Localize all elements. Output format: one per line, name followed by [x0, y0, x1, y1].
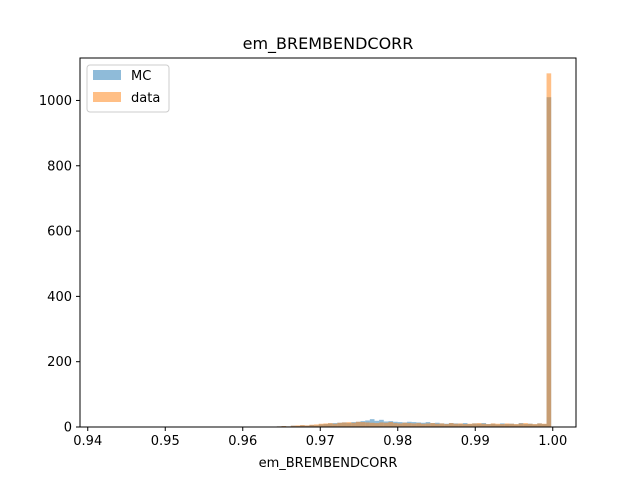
histogram-bar-data: [425, 423, 431, 427]
histogram-bar-data: [309, 424, 315, 427]
histogram-bar-data: [295, 425, 301, 427]
y-tick-label: 400: [47, 290, 72, 305]
histogram-bar-data: [490, 423, 496, 427]
legend-swatch-mc: [93, 70, 121, 80]
histogram-bar-data: [360, 422, 366, 427]
histogram-bar-data: [481, 423, 487, 427]
histogram-bar-data: [518, 423, 524, 427]
histogram-bar-data: [402, 422, 408, 427]
histogram-bar-data: [323, 423, 328, 427]
histogram-bar-data: [467, 423, 473, 427]
histogram-bar-data: [379, 422, 384, 427]
histogram-bar-data: [365, 422, 370, 427]
y-tick-label: 600: [47, 225, 72, 240]
histogram-bar-data: [300, 425, 305, 427]
y-tick-label: 200: [47, 355, 72, 370]
histogram-bar-data: [355, 421, 361, 427]
plot-frame: [79, 57, 577, 428]
histogram-bar-data: [318, 423, 324, 427]
x-tick-label: 0.99: [461, 434, 490, 449]
histogram-bar-data: [346, 422, 352, 427]
y-tick-label: 800: [47, 159, 72, 174]
histogram-bar-data: [341, 422, 347, 427]
x-axis-label: em_BREMBENDCORR: [259, 456, 398, 471]
histogram-bar-data: [351, 422, 356, 427]
histogram-bar-data: [448, 423, 454, 427]
x-tick-label: 0.96: [228, 434, 257, 449]
y-tick-label: 0: [64, 421, 72, 436]
x-tick-label: 0.97: [306, 434, 335, 449]
histogram-bar-data: [328, 423, 333, 427]
histogram-bar-data: [397, 423, 403, 427]
histogram-bar-data: [407, 423, 412, 427]
histogram-bar-data: [290, 425, 296, 427]
legend-label-data: data: [131, 91, 160, 106]
histogram-bar-data: [393, 423, 398, 427]
histogram-bar-data: [541, 423, 547, 427]
histogram-bar-data: [374, 423, 380, 427]
histogram-bar-data: [523, 423, 528, 427]
histogram-bar-data: [444, 424, 449, 427]
histogram-bar-data: [537, 423, 542, 427]
histogram-bar-data: [421, 423, 426, 427]
chart-title: em_BREMBENDCORR: [243, 34, 414, 54]
histogram-bar-data: [500, 424, 505, 427]
y-axis-ticks: 0 200 400 600 800 1000: [39, 94, 80, 436]
histogram-bar-data: [314, 424, 319, 427]
x-tick-label: 1.00: [538, 434, 567, 449]
histogram-bar-data: [527, 423, 533, 427]
histogram-bar-data: [472, 423, 477, 427]
histogram-bar-data: [369, 422, 375, 427]
histogram-bar-data: [304, 425, 310, 427]
histogram-bar-data: [462, 424, 468, 427]
histogram-bar-data: [458, 423, 463, 427]
histogram-bar-data: [453, 423, 459, 427]
histogram-bar-data: [476, 423, 482, 427]
histogram-bar-data: [416, 423, 421, 427]
histogram-bar-data: [486, 424, 491, 427]
histogram-bar-data: [514, 424, 519, 427]
histogram-bar-data: [504, 423, 510, 427]
histogram-bar-data: [337, 422, 342, 427]
legend-label-mc: MC: [131, 69, 151, 84]
legend-swatch-data: [93, 92, 121, 102]
x-axis-ticks: 0.94 0.95 0.96 0.97 0.98 0.99 1.00: [73, 427, 567, 449]
histogram-bar-data: [509, 423, 514, 427]
legend: MC data: [86, 64, 170, 113]
histogram-bar-data: [388, 422, 394, 427]
histogram-bar-data: [546, 73, 552, 427]
series-data-bars: [272, 73, 552, 427]
histogram-bar-data: [411, 423, 417, 427]
histogram-bar-data: [439, 423, 445, 427]
histogram-bar-data: [430, 423, 435, 427]
histogram-bar-data: [383, 422, 389, 427]
histogram-bar-data: [332, 423, 338, 427]
histogram-bar-data: [434, 423, 440, 427]
x-tick-label: 0.94: [73, 434, 102, 449]
histogram-bar-data: [532, 424, 538, 427]
x-tick-label: 0.95: [151, 434, 180, 449]
x-tick-label: 0.98: [383, 434, 412, 449]
histogram-bar-data: [495, 423, 501, 427]
series-mc-bars: [276, 97, 552, 427]
y-tick-label: 1000: [39, 94, 72, 109]
